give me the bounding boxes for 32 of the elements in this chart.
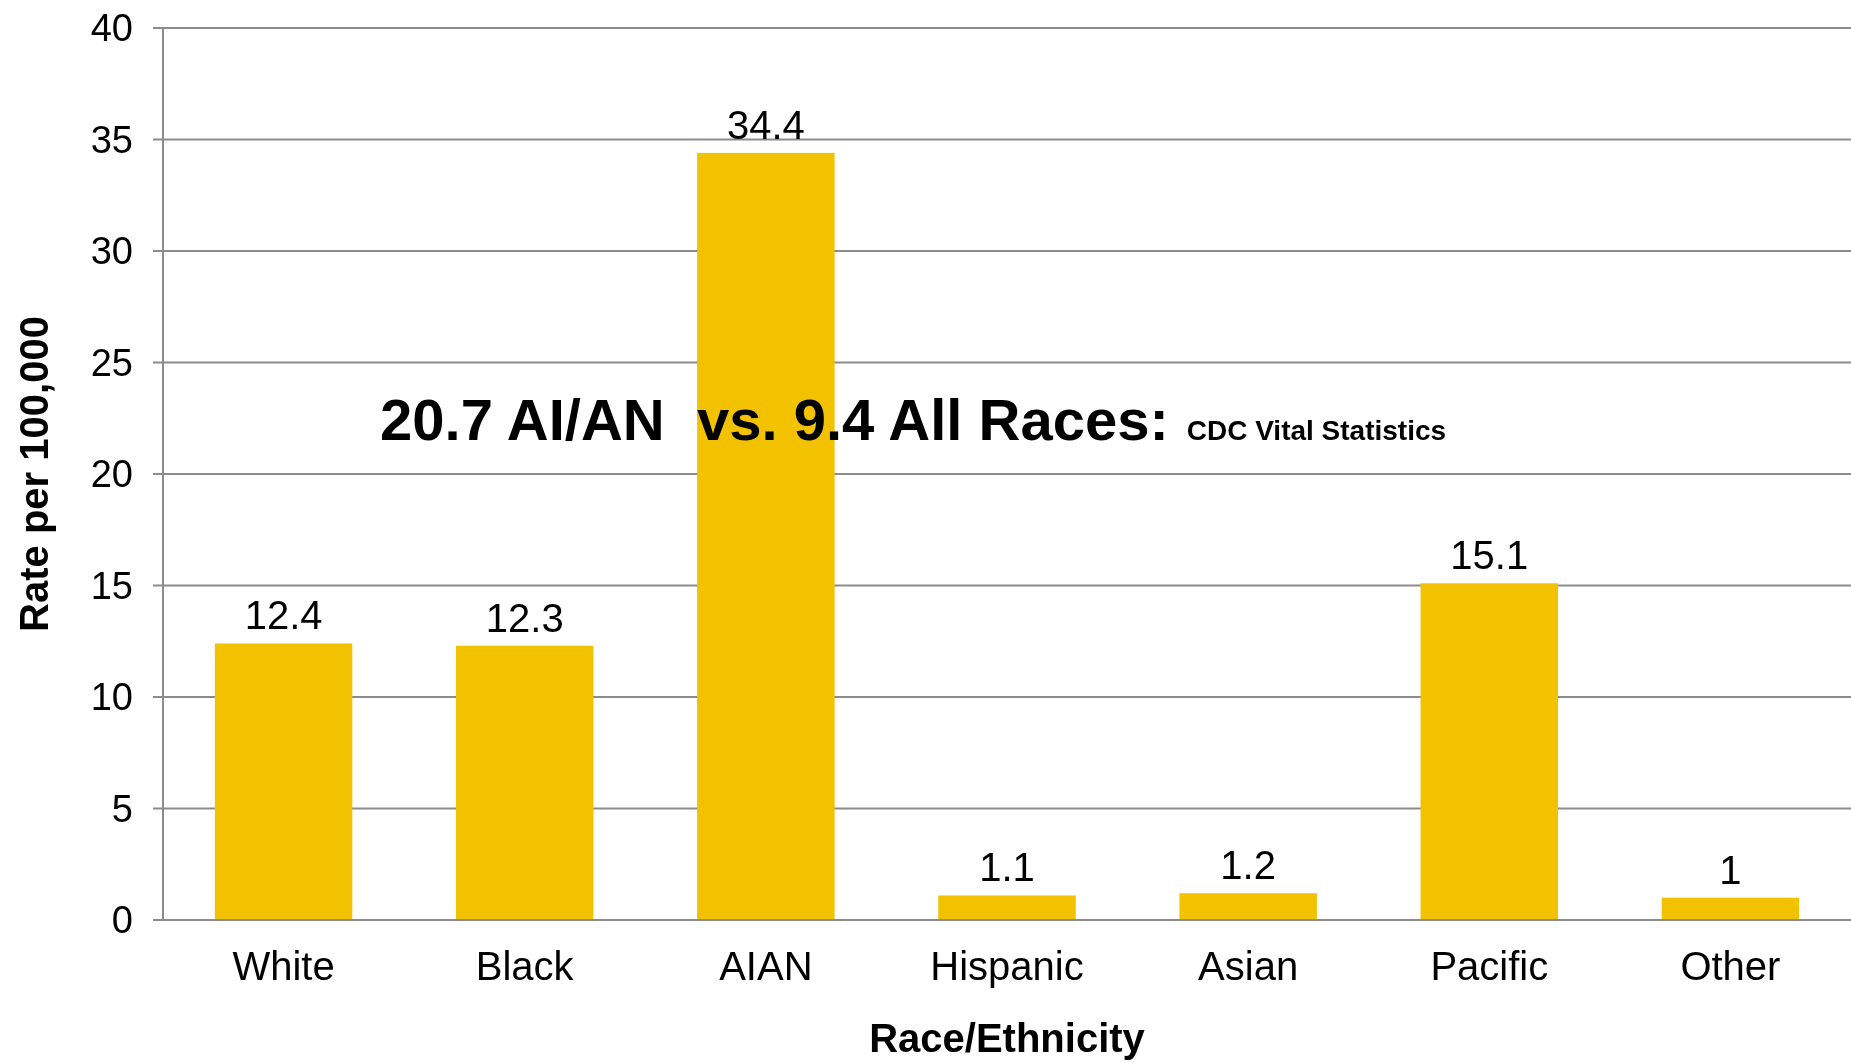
data-label: 12.3 xyxy=(485,595,564,640)
x-tick-label: Other xyxy=(1680,944,1781,988)
bar xyxy=(455,645,594,920)
x-tick-label: Pacific xyxy=(1430,944,1549,988)
y-tick-label: 25 xyxy=(90,341,133,384)
y-tick-label: 15 xyxy=(90,564,133,607)
bar xyxy=(214,643,353,920)
data-label: 1 xyxy=(1719,847,1742,892)
bar xyxy=(1420,583,1559,920)
y-tick-label: 10 xyxy=(90,676,133,719)
x-tick-label: Hispanic xyxy=(930,944,1084,988)
data-label: 1.1 xyxy=(979,845,1035,890)
x-axis-title: Race/Ethnicity xyxy=(869,1016,1146,1060)
bar xyxy=(938,895,1076,920)
y-tick-label: 30 xyxy=(90,230,133,273)
x-tick-label: Asian xyxy=(1198,944,1299,988)
data-label: 15.1 xyxy=(1450,533,1529,578)
data-label: 34.4 xyxy=(726,102,805,147)
y-tick-label: 0 xyxy=(111,899,133,942)
data-label: 1.2 xyxy=(1220,843,1276,888)
x-tick-label: White xyxy=(232,944,335,988)
bar xyxy=(1179,893,1317,920)
bar xyxy=(1661,897,1800,920)
x-tick-label: AIAN xyxy=(719,944,813,988)
y-tick-label: 35 xyxy=(90,118,133,161)
x-tick-label: Black xyxy=(475,944,575,988)
data-label: 12.4 xyxy=(244,593,323,638)
annotation: CDC Vital Statistics xyxy=(1186,415,1447,446)
y-axis-title: Rate per 100,000 xyxy=(12,316,56,632)
y-tick-label: 5 xyxy=(111,787,133,830)
y-tick-label: 40 xyxy=(90,7,133,50)
y-tick-label: 20 xyxy=(90,453,133,496)
